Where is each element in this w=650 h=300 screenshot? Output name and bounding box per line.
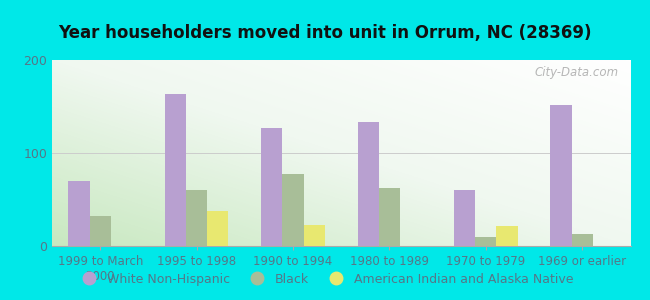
Bar: [497, 226, 517, 246]
Bar: [572, 234, 593, 246]
Bar: [261, 128, 283, 246]
Bar: [68, 181, 90, 246]
Bar: [186, 190, 207, 246]
Bar: [207, 211, 228, 246]
Bar: [283, 174, 304, 246]
Bar: [90, 216, 110, 246]
Bar: [379, 188, 400, 246]
Bar: [475, 237, 497, 246]
Legend: White Non-Hispanic, Black, American Indian and Alaska Native: White Non-Hispanic, Black, American Indi…: [72, 268, 578, 291]
Text: City-Data.com: City-Data.com: [535, 66, 619, 79]
Bar: [358, 122, 379, 246]
Bar: [165, 94, 186, 246]
Text: Year householders moved into unit in Orrum, NC (28369): Year householders moved into unit in Orr…: [58, 24, 592, 42]
Bar: [454, 190, 475, 246]
Bar: [304, 225, 325, 246]
Bar: [551, 105, 572, 246]
